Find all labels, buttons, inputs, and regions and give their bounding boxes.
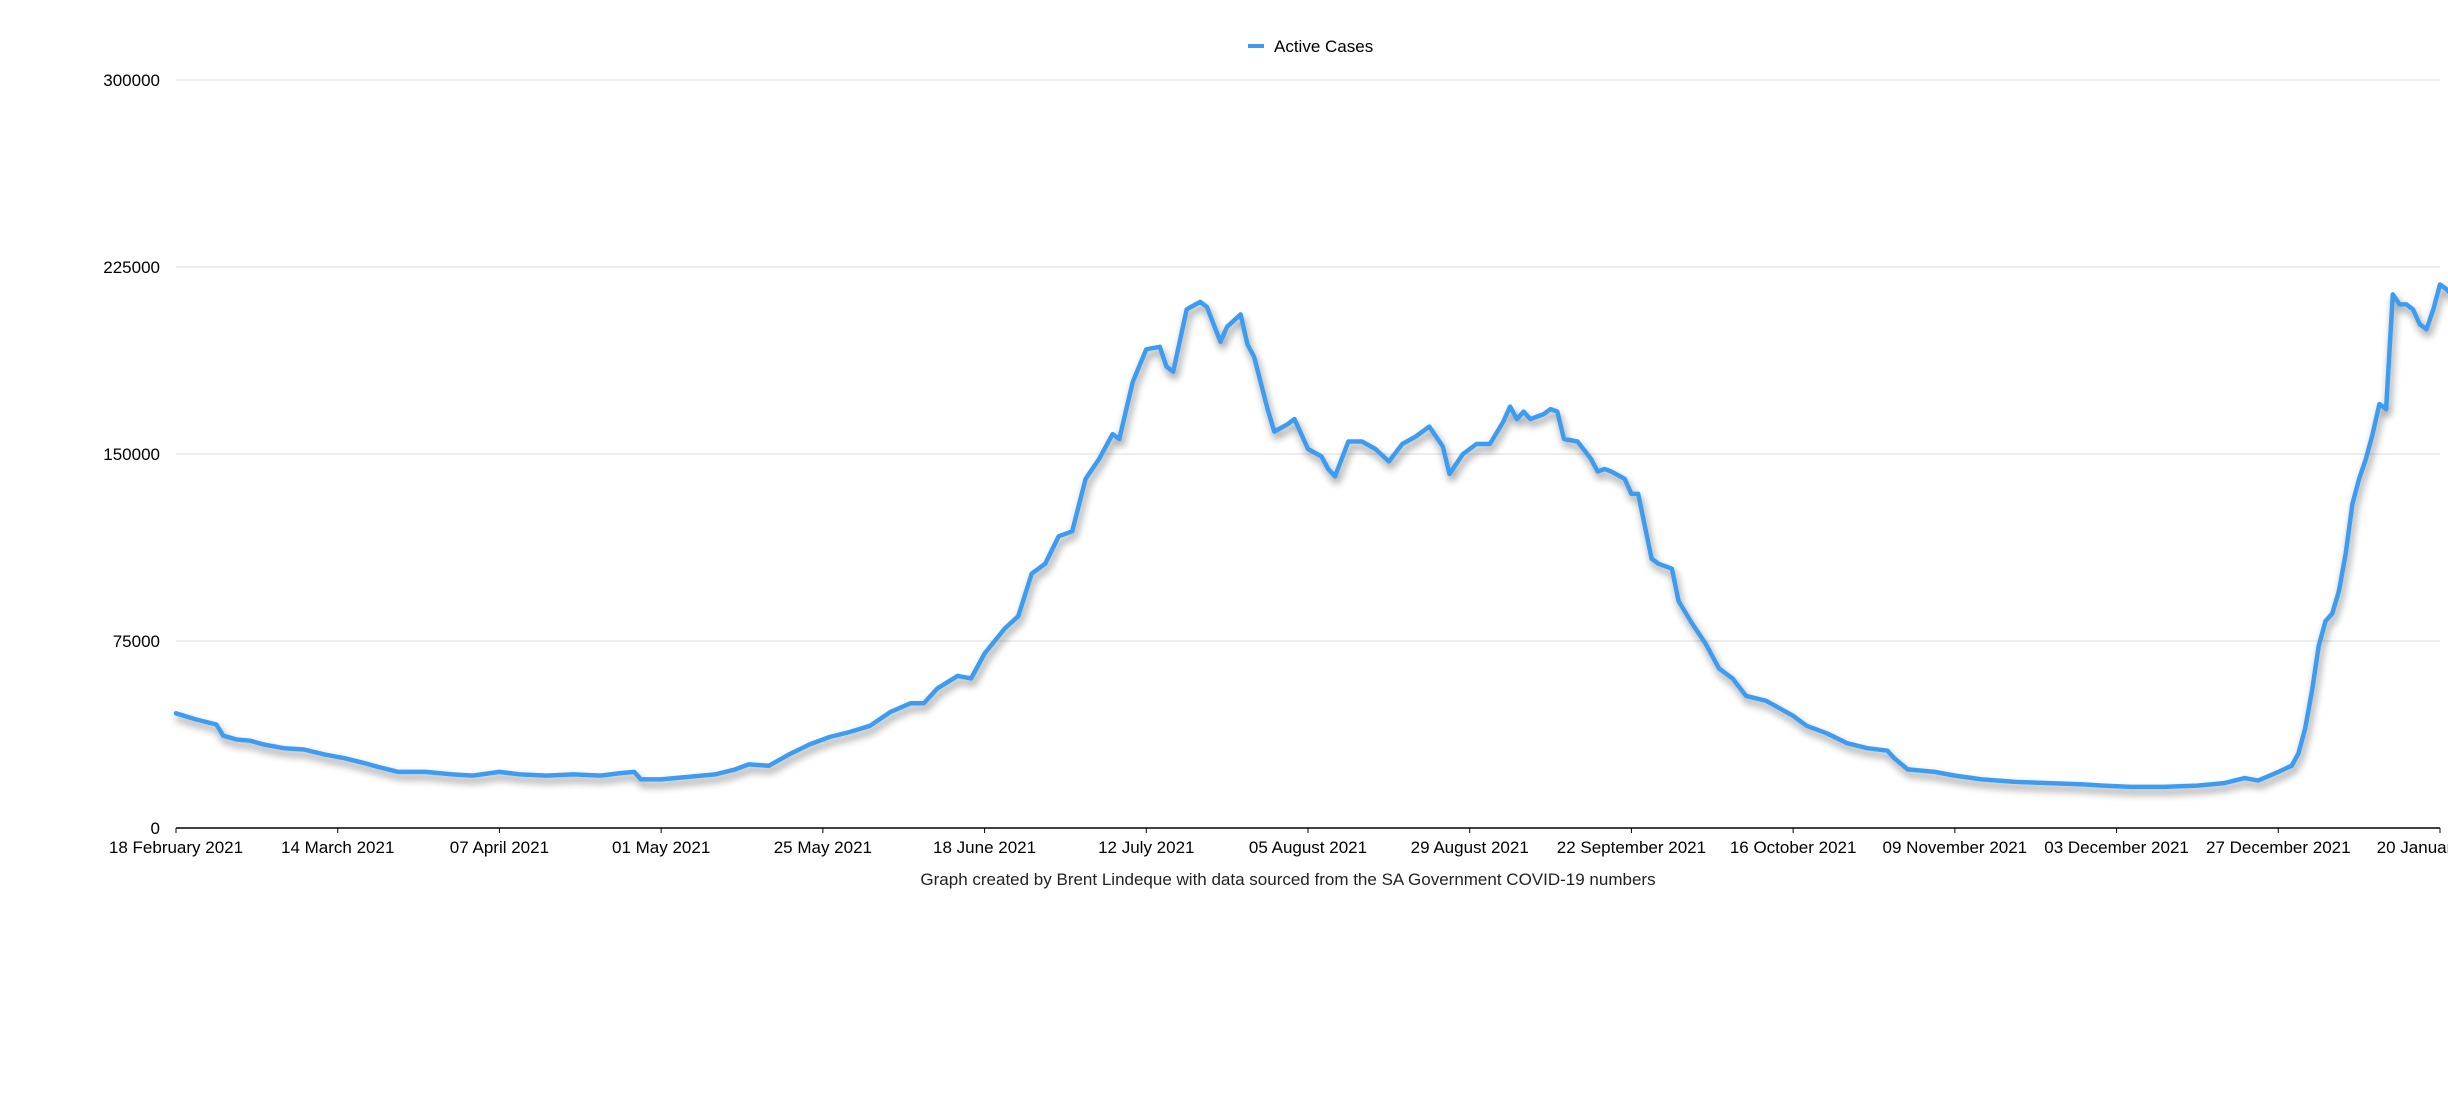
y-tick-label: 300000: [103, 71, 160, 90]
x-tick-label: 03 December 2021: [2044, 838, 2189, 857]
x-tick-label: 22 September 2021: [1557, 838, 1706, 857]
x-tick-label: 27 December 2021: [2206, 838, 2351, 857]
x-tick-label: 05 August 2021: [1249, 838, 1367, 857]
y-axis-ticks: 0 75000 150000 225000 300000: [103, 71, 160, 838]
x-tick-label: 09 November 2021: [1883, 838, 2028, 857]
series-line-active-cases: [173, 282, 2448, 790]
series-layer: [173, 282, 2448, 790]
x-axis-ticks: 18 February 2021 14 March 2021 07 April 20…: [109, 828, 2448, 857]
x-tick-label: 16 October 2021: [1730, 838, 1857, 857]
y-tick-label: 225000: [103, 258, 160, 277]
legend: Active Cases: [1248, 37, 1373, 56]
x-tick-label: 01 May 2021: [612, 838, 710, 857]
grid-lines: [176, 79, 2440, 642]
y-tick-label: 75000: [113, 632, 160, 651]
legend-label-active-cases: Active Cases: [1274, 37, 1373, 56]
y-tick-label: 0: [151, 819, 160, 838]
x-tick-label: 20 January 2022: [2377, 838, 2448, 857]
y-tick-label: 150000: [103, 445, 160, 464]
x-tick-label: 18 June 2021: [933, 838, 1036, 857]
x-tick-label: 25 May 2021: [774, 838, 872, 857]
chart-caption: Graph created by Brent Lindeque with dat…: [920, 870, 1655, 889]
x-tick-label: 18 February 2021: [109, 838, 243, 857]
x-tick-label: 12 July 2021: [1098, 838, 1194, 857]
x-tick-label: 14 March 2021: [281, 838, 394, 857]
x-tick-label: 29 August 2021: [1411, 838, 1529, 857]
x-tick-label: 07 April 2021: [450, 838, 549, 857]
